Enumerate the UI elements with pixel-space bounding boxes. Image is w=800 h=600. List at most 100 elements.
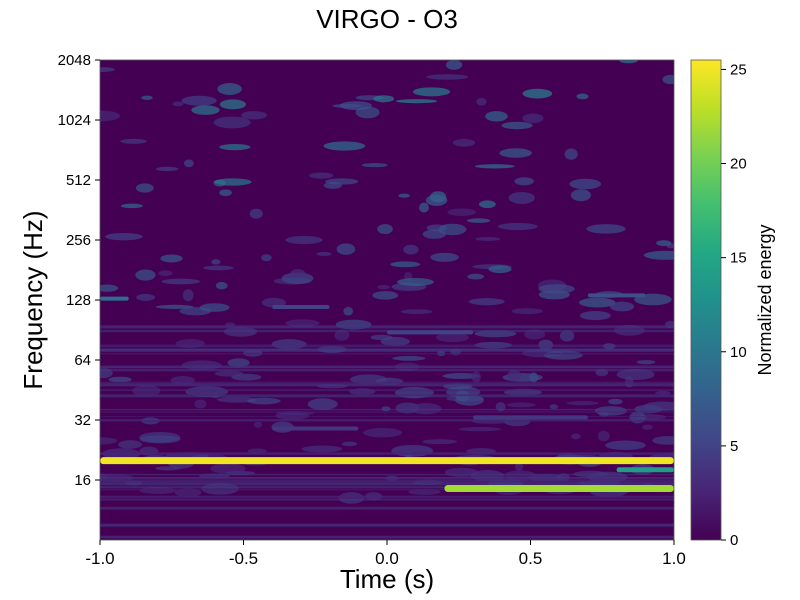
noise-blob [108, 376, 132, 383]
noise-blob [452, 138, 476, 147]
noise-blob [400, 309, 433, 315]
noise-blob [479, 200, 496, 209]
band-stripe [100, 495, 674, 499]
noise-blob [211, 259, 221, 265]
noise-blob [135, 183, 154, 193]
noise-blob [564, 148, 578, 160]
energy-track [473, 415, 588, 420]
noise-blob [100, 67, 115, 72]
noise-blob [181, 360, 222, 371]
y-axis: 16 32 64 128 256 512 1024 2048 [58, 52, 100, 489]
noise-blob [261, 297, 286, 308]
energy-track [272, 426, 359, 431]
noise-blob [474, 164, 515, 169]
noise-blob [579, 297, 616, 308]
noise-blob [155, 304, 194, 309]
noise-blob [471, 371, 481, 383]
noise-blob [608, 398, 623, 405]
band-stripe [100, 420, 674, 422]
noise-blob [426, 74, 469, 80]
noise-blob [597, 430, 610, 442]
noise-blob [488, 265, 512, 274]
noise-blob [202, 265, 234, 271]
noise-blob [466, 218, 491, 223]
band-stripe [100, 366, 674, 369]
energy-track [616, 467, 674, 473]
noise-blob [468, 298, 505, 306]
noise-blob [323, 141, 366, 151]
noise-blob [100, 437, 118, 445]
noise-blob [361, 163, 388, 168]
band-stripe [100, 348, 674, 352]
x-tick-label: -0.5 [229, 549, 258, 568]
plot-area [99, 59, 675, 541]
noise-blob [355, 106, 380, 119]
band-stripe [100, 325, 674, 329]
noise-blob [285, 235, 323, 245]
noise-blob [199, 303, 230, 312]
colorbar-tick-label: 0 [730, 532, 738, 549]
colorbar-ticks: 0 5 10 15 20 25 [721, 61, 747, 549]
noise-blob [281, 272, 314, 284]
band-stripe [100, 383, 674, 387]
band-stripe [100, 499, 674, 501]
noise-blob [247, 397, 281, 405]
noise-blob [538, 284, 575, 294]
noise-blob [247, 448, 267, 454]
band-stripe [100, 369, 674, 372]
band-stripe [100, 524, 674, 527]
band-stripe [100, 480, 674, 483]
noise-blob [447, 208, 476, 216]
band-stripe [100, 394, 674, 397]
noise-blob [422, 439, 458, 445]
noise-blob [363, 427, 403, 438]
noise-blob [438, 223, 467, 236]
band-stripe [100, 365, 674, 368]
colorbar-tick-label: 5 [730, 438, 738, 455]
noise-blob [307, 398, 338, 411]
noise-blob [508, 191, 535, 204]
noise-blob [425, 194, 448, 206]
noise-blob [141, 95, 153, 100]
noise-blob [332, 103, 362, 108]
colorbar-gradient [690, 59, 722, 541]
noise-blob [586, 224, 626, 234]
noise-blob [570, 433, 581, 440]
noise-blob [219, 99, 246, 110]
noise-blob [136, 293, 156, 301]
x-tick-label: 1.0 [662, 549, 686, 568]
noise-blob [430, 252, 459, 262]
colorbar-tick-label: 25 [730, 61, 747, 78]
energy-track [587, 293, 646, 298]
noise-blob [105, 232, 143, 241]
noise-blob [377, 224, 393, 235]
x-axis: -1.0 -0.5 0.0 0.5 1.0 [85, 540, 686, 568]
noise-blob [120, 138, 147, 144]
noise-blob [160, 254, 183, 263]
y-tick-label: 128 [66, 292, 91, 309]
noise-blob [662, 74, 674, 85]
band-stripe [100, 344, 674, 348]
noise-blob [652, 436, 674, 445]
noise-blob [271, 339, 307, 350]
noise-blob [642, 424, 653, 430]
noise-blob [253, 421, 263, 428]
energy-track [387, 330, 474, 335]
noise-blob [240, 111, 268, 120]
noise-blob [135, 269, 156, 281]
noise-blob [444, 467, 479, 478]
noise-blob [100, 110, 120, 122]
noise-blob [507, 369, 522, 381]
noise-blob [372, 291, 399, 300]
noise-blob [334, 329, 350, 341]
noise-blob [543, 350, 583, 360]
noise-blob [499, 148, 532, 158]
noise-blob [261, 254, 272, 262]
y-tick-label: 64 [74, 352, 91, 369]
band-stripe [100, 327, 674, 329]
noise-blob [522, 88, 553, 99]
band-stripe [100, 486, 674, 489]
noise-blob [391, 444, 434, 457]
noise-blob [380, 336, 410, 347]
